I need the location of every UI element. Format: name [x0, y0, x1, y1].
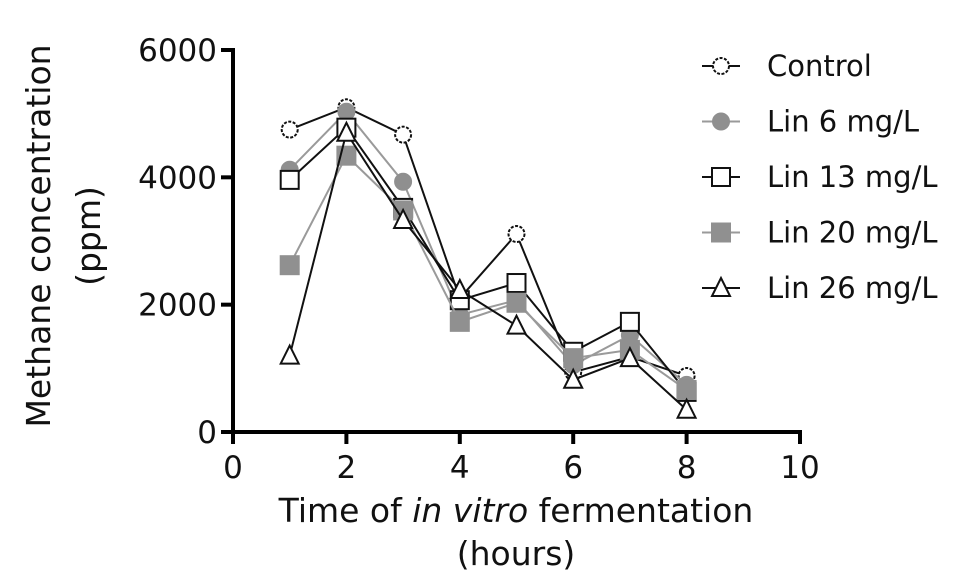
legend-label: Lin 6 mg/L [767, 105, 919, 139]
circle-marker [280, 120, 299, 139]
square-marker [506, 273, 527, 294]
circle-marker [712, 112, 730, 131]
plot-area [279, 98, 698, 419]
circle-marker [394, 125, 413, 144]
square-marker [619, 311, 640, 332]
circle-marker [507, 224, 526, 243]
x-tick-label: 2 [337, 450, 357, 486]
series-lin-26-mg-l [279, 120, 698, 419]
series-line [288, 130, 688, 411]
square-marker [449, 311, 470, 332]
legend-item: Control [702, 49, 872, 83]
x-tick-label: 10 [780, 450, 819, 486]
legend-label: Control [767, 49, 872, 83]
legend-label: Lin 20 mg/L [767, 216, 938, 250]
square-marker [711, 167, 731, 187]
x-tick-label: 0 [223, 450, 243, 486]
triangle-marker [710, 275, 732, 297]
triangle-marker [335, 120, 358, 142]
triangle-marker [279, 343, 301, 365]
y-axis-title-line1: Methane concentration [19, 44, 58, 427]
square-marker [563, 348, 584, 369]
triangle-marker [562, 367, 584, 389]
legend-label: Lin 26 mg/L [767, 271, 938, 305]
axes: 0 2000 4000 6000 0 2 4 6 8 10 [138, 33, 820, 486]
square-marker [506, 292, 527, 313]
square-marker [279, 255, 300, 276]
x-axis-title-line1: Time of in vitro fermentation [278, 491, 754, 530]
x-tick-label: 6 [563, 450, 583, 486]
legend-item: Lin 20 mg/L [702, 216, 938, 250]
y-tick-label: 4000 [138, 160, 217, 196]
square-marker [279, 169, 300, 190]
square-marker [711, 222, 731, 243]
x-tick-label: 4 [450, 450, 470, 486]
y-axis-title-line2: (ppm) [69, 186, 108, 286]
legend-item: Lin 6 mg/L [702, 105, 919, 139]
square-marker [676, 379, 697, 400]
circle-marker [712, 57, 730, 75]
triangle-marker [619, 345, 641, 368]
legend-item: Lin 13 mg/L [702, 160, 938, 194]
circle-marker [337, 102, 356, 121]
y-tick-label: 0 [197, 415, 217, 451]
circle-marker [394, 172, 413, 191]
triangle-marker [675, 397, 698, 419]
triangle-marker [449, 277, 471, 300]
y-tick-label: 6000 [138, 33, 217, 69]
x-axis-title-line2: (hours) [457, 534, 576, 573]
y-tick-label: 2000 [138, 288, 217, 324]
triangle-marker [505, 313, 528, 335]
legend: Control Lin 6 mg/L Lin 13 mg/L Lin 20 mg/L L… [702, 49, 938, 305]
legend-item: Lin 26 mg/L [702, 271, 938, 305]
triangle-marker [392, 207, 414, 229]
legend-label: Lin 13 mg/L [767, 160, 938, 194]
x-tick-label: 8 [677, 450, 697, 486]
